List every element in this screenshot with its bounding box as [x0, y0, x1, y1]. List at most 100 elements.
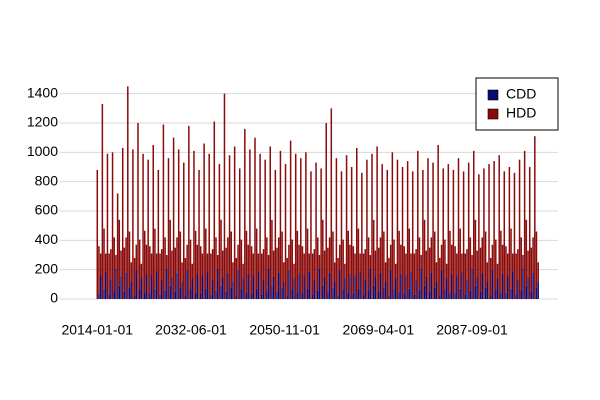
bar — [530, 247, 533, 292]
bar — [510, 288, 512, 299]
bar — [235, 296, 238, 299]
bar — [108, 253, 110, 295]
bar — [266, 290, 268, 299]
bar — [125, 272, 127, 299]
bar — [283, 281, 285, 299]
bar — [257, 271, 260, 299]
bar — [237, 269, 239, 299]
bar — [386, 169, 389, 299]
bar — [476, 250, 478, 277]
bar — [349, 244, 351, 275]
legend-label: HDD — [506, 105, 536, 121]
bar — [137, 123, 139, 299]
bar — [415, 249, 417, 280]
bar — [486, 281, 489, 299]
bar — [96, 169, 99, 299]
bar — [274, 169, 277, 299]
bar — [196, 244, 199, 275]
bar — [152, 145, 154, 299]
bar — [466, 249, 468, 280]
bar — [145, 274, 148, 299]
bar — [121, 147, 124, 299]
bar — [462, 171, 465, 299]
bar — [316, 237, 319, 291]
bar — [388, 296, 390, 299]
y-tick-label: 200 — [35, 260, 59, 276]
bar — [340, 171, 343, 299]
bar — [515, 294, 517, 299]
bar — [510, 228, 512, 289]
bar — [281, 287, 283, 299]
x-tick-label: 2050-11-01 — [249, 322, 320, 338]
bar — [272, 250, 275, 277]
bar — [298, 274, 300, 299]
bar — [257, 253, 260, 272]
bar — [105, 253, 107, 272]
bar — [188, 125, 190, 299]
bar — [128, 231, 131, 288]
bar — [113, 237, 115, 291]
bar — [352, 246, 355, 294]
bar — [225, 247, 227, 292]
bar — [172, 137, 175, 299]
bar — [393, 289, 395, 299]
bar — [143, 292, 146, 299]
bar — [456, 253, 458, 276]
bar — [301, 293, 304, 299]
bar — [395, 263, 397, 279]
bar — [520, 290, 522, 299]
y-tick-label: 1000 — [27, 143, 58, 159]
bar — [483, 168, 485, 299]
bar — [118, 285, 121, 299]
bar — [232, 262, 234, 282]
bar — [503, 171, 506, 299]
bar — [245, 230, 248, 293]
bar — [169, 219, 171, 286]
bar — [534, 136, 536, 299]
bar — [505, 293, 507, 299]
bar — [176, 237, 178, 273]
bar — [227, 237, 229, 273]
bar — [450, 244, 453, 275]
bar — [288, 244, 290, 270]
bar — [325, 123, 327, 299]
bar — [177, 149, 180, 299]
bar — [371, 153, 373, 299]
bar — [186, 269, 188, 299]
bar — [108, 294, 110, 299]
bar — [405, 253, 407, 276]
bar — [527, 250, 529, 277]
legend-swatch — [487, 108, 499, 120]
bar — [130, 281, 132, 299]
bar — [120, 250, 122, 277]
x-tick-label: 2014-01-01 — [61, 322, 133, 338]
bar — [428, 247, 431, 292]
bar — [191, 278, 194, 299]
bar — [167, 158, 170, 299]
bar — [316, 290, 319, 299]
bar — [459, 228, 461, 289]
bar — [215, 237, 217, 291]
bar — [352, 293, 355, 299]
bar — [496, 278, 499, 299]
bar — [318, 268, 321, 299]
bar — [379, 237, 382, 273]
bar — [303, 253, 305, 276]
bar — [201, 253, 204, 276]
legend-swatch — [487, 89, 499, 101]
bar — [240, 239, 243, 290]
bar — [310, 171, 312, 299]
bar — [432, 162, 434, 299]
bar — [322, 219, 324, 286]
bar — [493, 161, 495, 299]
bar — [266, 237, 268, 291]
bar — [527, 277, 529, 299]
bar — [242, 263, 244, 279]
bar — [517, 249, 519, 280]
bar — [159, 294, 161, 299]
bar — [378, 291, 380, 299]
bar — [332, 231, 334, 288]
bar — [132, 149, 134, 299]
bar — [452, 169, 455, 299]
bar — [111, 152, 114, 299]
